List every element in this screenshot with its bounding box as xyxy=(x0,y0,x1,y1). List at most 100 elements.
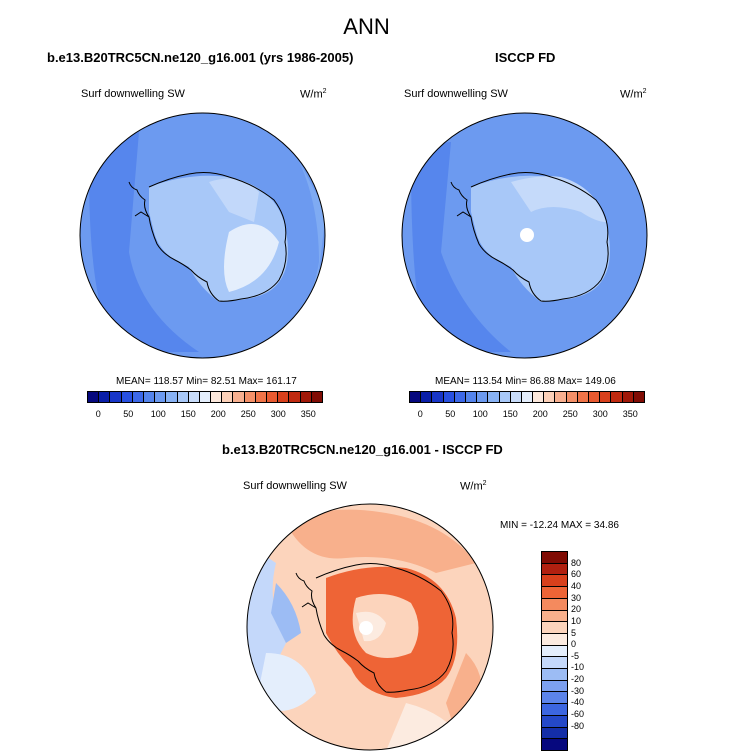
colorbar-swatch xyxy=(443,392,455,402)
colorbar-swatch xyxy=(499,392,511,402)
colorbar-swatch xyxy=(289,392,301,402)
colorbar-swatch xyxy=(542,657,567,670)
panel-3-title: b.e13.B20TRC5CN.ne120_g16.001 - ISCCP FD xyxy=(222,442,503,457)
panel-1-stats: MEAN= 118.57 Min= 82.51 Max= 161.17 xyxy=(116,376,297,387)
colorbar-tick-label: 250 xyxy=(562,409,578,419)
panel-2-map xyxy=(401,112,648,359)
colorbar-swatch xyxy=(166,392,178,402)
colorbar-swatch xyxy=(542,610,567,623)
colorbar-swatch xyxy=(255,392,267,402)
colorbar-tick-label: 40 xyxy=(571,580,582,591)
panel-2-units: W/m2 xyxy=(620,88,647,101)
colorbar-swatch xyxy=(177,392,189,402)
colorbar-tick-label: 350 xyxy=(300,409,316,419)
colorbar-tick-label: 0 xyxy=(417,409,423,419)
colorbar-swatch xyxy=(542,563,567,576)
colorbar-tick-label: 0 xyxy=(95,409,101,419)
colorbar-swatch xyxy=(542,704,567,716)
colorbar-tick-label: 200 xyxy=(532,409,548,419)
colorbar-tick-label: 0 xyxy=(571,639,577,650)
colorbar-swatch xyxy=(132,392,144,402)
panel-2-coastline xyxy=(450,172,609,302)
colorbar-tick-label: 300 xyxy=(270,409,286,419)
colorbar-swatch xyxy=(542,575,567,588)
colorbar-swatch xyxy=(633,392,644,402)
panel-3-stats: MIN = -12.24 MAX = 34.86 xyxy=(500,520,619,531)
colorbar-tick-label: 60 xyxy=(571,569,582,580)
colorbar-swatch xyxy=(542,739,567,750)
panel-3-colorbar xyxy=(541,551,568,751)
colorbar-tick-label: 30 xyxy=(571,592,582,603)
colorbar-tick-label: 50 xyxy=(445,409,456,419)
panel-1-map xyxy=(79,112,326,359)
colorbar-swatch xyxy=(542,622,567,634)
colorbar-tick-label: 5 xyxy=(571,627,577,638)
colorbar-swatch xyxy=(244,392,256,402)
panel-1-colorbar-ticks: 0 50 100 150 200 250 300 350 xyxy=(87,409,323,421)
colorbar-swatch xyxy=(521,392,534,402)
colorbar-swatch xyxy=(589,392,601,402)
colorbar-swatch xyxy=(622,392,634,402)
colorbar-tick-label: -30 xyxy=(571,685,585,696)
colorbar-swatch xyxy=(542,552,567,564)
panel-1-coastline xyxy=(128,172,287,302)
colorbar-swatch xyxy=(99,392,111,402)
colorbar-tick-label: -40 xyxy=(571,697,585,708)
colorbar-swatch xyxy=(542,680,567,693)
colorbar-swatch xyxy=(555,392,567,402)
colorbar-swatch xyxy=(488,392,500,402)
colorbar-tick-label: 50 xyxy=(123,409,134,419)
colorbar-swatch xyxy=(465,392,478,402)
panel-3-units: W/m2 xyxy=(460,480,487,493)
colorbar-swatch xyxy=(278,392,290,402)
colorbar-swatch xyxy=(143,392,156,402)
colorbar-swatch xyxy=(410,392,422,402)
colorbar-swatch xyxy=(566,392,578,402)
colorbar-tick-label: 250 xyxy=(240,409,256,419)
colorbar-swatch xyxy=(542,669,567,681)
colorbar-tick-label: 100 xyxy=(150,409,166,419)
panel-2-stats: MEAN= 113.54 Min= 86.88 Max= 149.06 xyxy=(435,376,616,387)
colorbar-tick-label: -20 xyxy=(571,674,585,685)
colorbar-tick-label: 80 xyxy=(571,557,582,568)
colorbar-tick-label: 150 xyxy=(502,409,518,419)
colorbar-swatch xyxy=(300,392,312,402)
colorbar-swatch xyxy=(454,392,466,402)
colorbar-tick-label: -60 xyxy=(571,709,585,720)
colorbar-swatch xyxy=(121,392,133,402)
panel-2-colorbar xyxy=(409,391,645,403)
colorbar-swatch xyxy=(611,392,623,402)
colorbar-swatch xyxy=(577,392,589,402)
colorbar-tick-label: 350 xyxy=(622,409,638,419)
colorbar-swatch xyxy=(542,587,567,599)
colorbar-swatch xyxy=(533,392,545,402)
panel-2-colorbar-ticks: 0 50 100 150 200 250 300 350 xyxy=(409,409,645,421)
panel-1-colorbar xyxy=(87,391,323,403)
colorbar-tick-label: -10 xyxy=(571,662,585,673)
colorbar-swatch xyxy=(432,392,444,402)
colorbar-swatch xyxy=(542,633,567,646)
colorbar-swatch xyxy=(542,692,567,705)
colorbar-tick-label: -5 xyxy=(571,650,580,661)
colorbar-swatch xyxy=(199,392,212,402)
colorbar-swatch xyxy=(542,715,567,728)
colorbar-tick-label: 20 xyxy=(571,604,582,615)
colorbar-swatch xyxy=(188,392,200,402)
colorbar-tick-label: 150 xyxy=(180,409,196,419)
colorbar-swatch xyxy=(542,645,567,658)
panel-1-units: W/m2 xyxy=(300,88,327,101)
colorbar-swatch xyxy=(222,392,234,402)
colorbar-swatch xyxy=(477,392,489,402)
colorbar-tick-label: -80 xyxy=(571,720,585,731)
colorbar-swatch xyxy=(311,392,322,402)
panel-2-title: ISCCP FD xyxy=(495,50,556,65)
colorbar-swatch xyxy=(267,392,279,402)
panel-1-field-label: Surf downwelling SW xyxy=(81,88,185,100)
colorbar-tick-label: 10 xyxy=(571,615,582,626)
panel-3-field-label: Surf downwelling SW xyxy=(243,480,347,492)
colorbar-swatch xyxy=(155,392,167,402)
colorbar-tick-label: 100 xyxy=(472,409,488,419)
panel-2-field-label: Surf downwelling SW xyxy=(404,88,508,100)
colorbar-swatch xyxy=(233,392,245,402)
colorbar-swatch xyxy=(600,392,612,402)
